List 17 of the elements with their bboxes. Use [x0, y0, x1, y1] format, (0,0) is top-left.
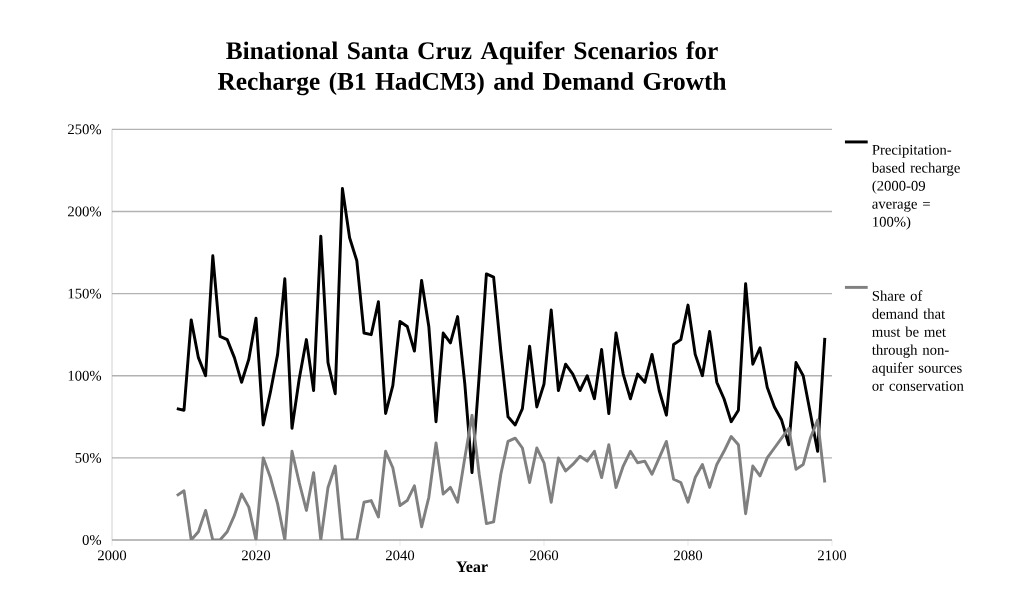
line-series	[175, 187, 827, 475]
x-axis-title: Year	[456, 561, 488, 573]
y-tick-label: 200%	[68, 206, 102, 217]
x-tick-label: 2000	[97, 550, 127, 561]
text: Precipitation-based recharge (2000-09 average = 100%)	[871, 145, 960, 230]
x-tick-label: 2080	[673, 550, 703, 561]
y-tick-label: 50%	[75, 453, 102, 463]
x-tick-label: 2020	[241, 550, 271, 561]
x-tick-label: 2040	[385, 550, 415, 561]
y-tick-label: 0%	[82, 535, 102, 546]
y-tick-label: 250%	[68, 124, 102, 135]
x-tick-label: 2060	[529, 550, 559, 561]
chart-title: Binational Santa Cruz Aquifer Scenarios for Recharge (B1 HadCM3) and Demand Growth	[217, 41, 727, 96]
text: Share of demand that must be met through non-aquifer sources or conservation	[871, 290, 964, 391]
y-tick-label: 150%	[68, 288, 102, 299]
y-tick-label: 100%	[68, 370, 102, 381]
x-tick-label: 2100	[817, 550, 847, 561]
